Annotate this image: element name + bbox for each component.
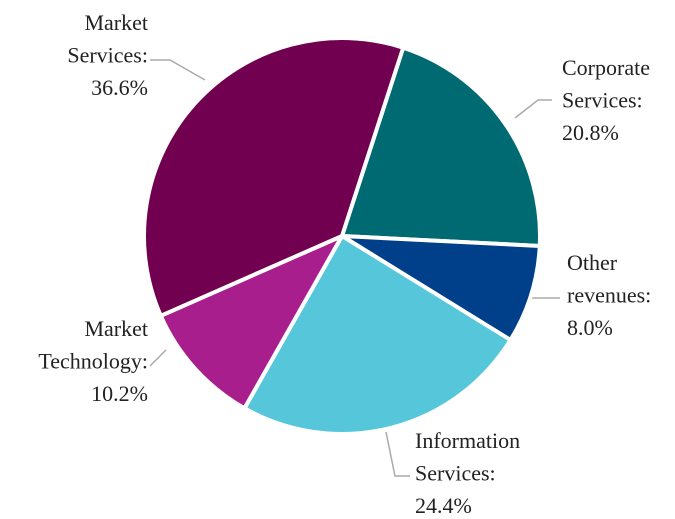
leader-line [514, 99, 552, 119]
label-line: Corporate [562, 55, 650, 80]
label-line: Other [567, 250, 618, 275]
leader-line [385, 431, 410, 477]
pie-slice [142, 36, 406, 318]
label-line: revenues: [567, 283, 651, 308]
slice-label: Other revenues: [567, 250, 651, 308]
label-line: Information [415, 428, 520, 453]
value-label: 10.2% [91, 381, 148, 406]
label-line: Services: [67, 43, 148, 68]
value-label: 20.8% [562, 120, 619, 145]
leader-line [149, 349, 167, 367]
value-label: 36.6% [91, 75, 148, 100]
slice-label: Market Services: [67, 10, 148, 68]
label-line: Services: [415, 461, 496, 486]
slices [142, 36, 542, 436]
pie-slice [158, 234, 344, 411]
slice-label: Market Technology: [38, 316, 148, 374]
pie-slice [242, 234, 513, 436]
slice-label: Information Services: [415, 428, 520, 486]
slice-label: Corporate Services: [562, 55, 650, 113]
label-line: Technology: [38, 349, 148, 374]
label-line: Market [84, 316, 148, 341]
value-label: 24.4% [415, 493, 472, 518]
leader-line [150, 59, 206, 81]
value-label: 8.0% [567, 315, 613, 340]
pie-slice [340, 45, 542, 248]
label-line: Services: [562, 88, 643, 113]
label-line: Market [84, 10, 148, 35]
